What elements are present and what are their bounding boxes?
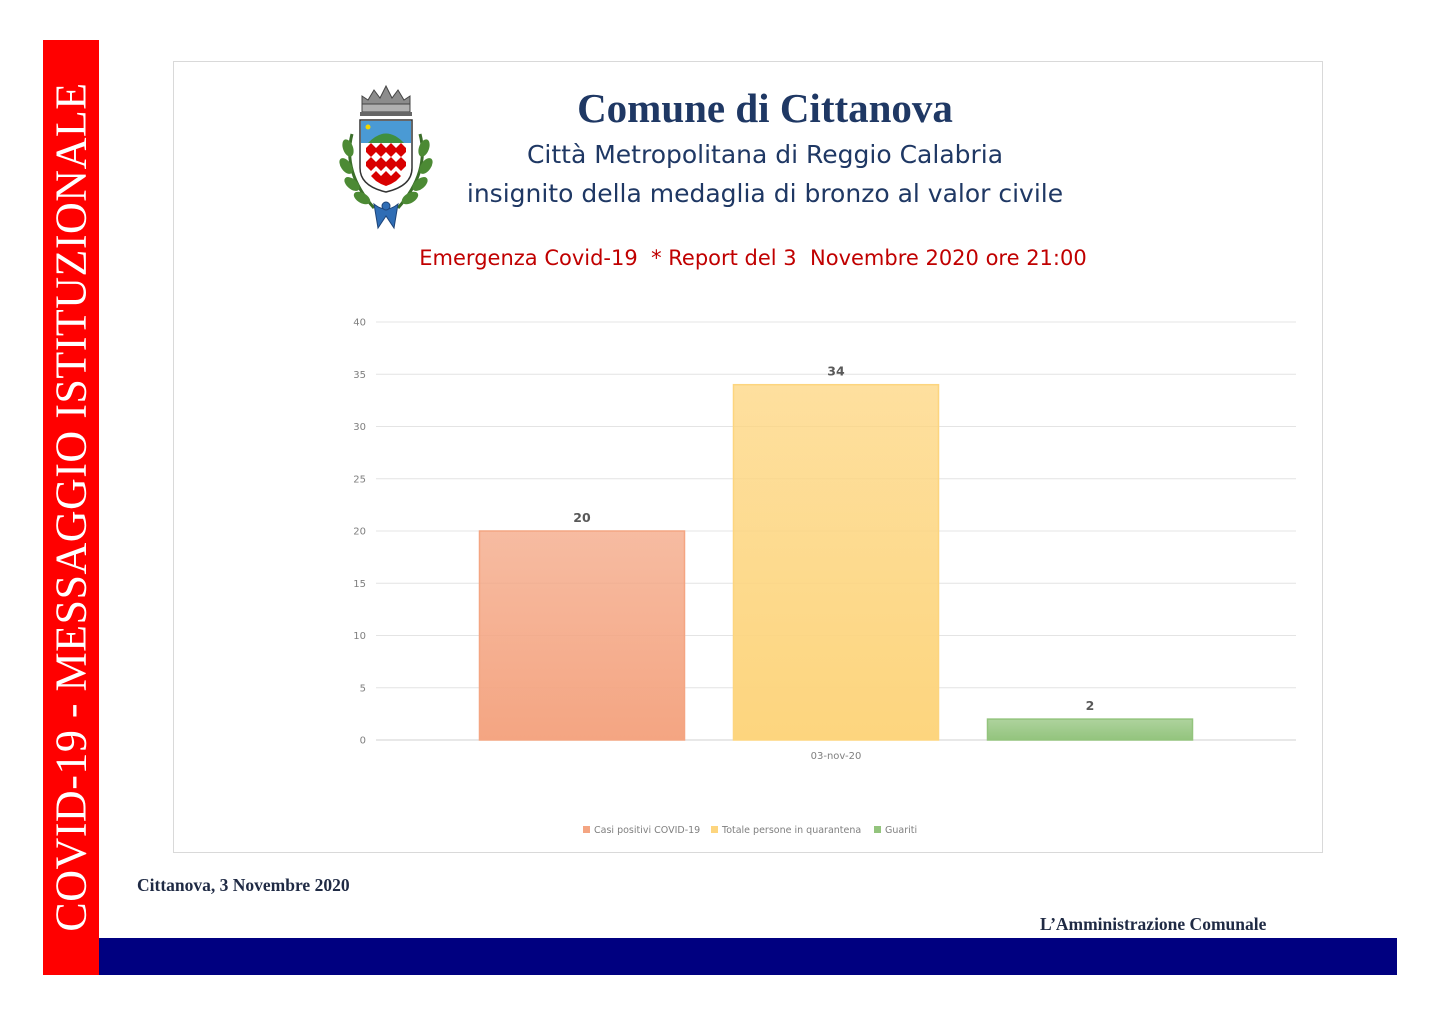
bar-chart: 0 5 10 15 20 25 30 35 40 20 34 2 03-nov-20 Casi posit… — [353, 318, 1296, 836]
bar — [732, 383, 940, 741]
sidebar-banner-text: COVID-19 - MESSAGGIO ISTITUZIONALE — [46, 82, 96, 932]
sidebar-banner — [43, 40, 99, 975]
y-tick-label: 10 — [353, 631, 366, 642]
data-label: 2 — [1086, 698, 1095, 713]
coat-of-arms-icon — [339, 84, 433, 230]
x-tick-label: 03-nov-20 — [811, 751, 862, 762]
y-tick-label: 0 — [360, 736, 366, 747]
y-tick-label: 25 — [353, 474, 366, 485]
y-tick-label: 40 — [353, 318, 366, 329]
page-subtitle-2: insignito della medaglia di bronzo al va… — [466, 179, 1064, 208]
footer-signature: L’Amministrazione Comunale — [1040, 914, 1267, 934]
data-label: 20 — [573, 510, 591, 525]
data-label: 34 — [827, 364, 845, 379]
legend-label: Casi positivi COVID-19 — [594, 825, 700, 836]
legend-label: Guariti — [885, 825, 917, 836]
report-heading: Emergenza Covid-19 * Report del 3 Novemb… — [419, 246, 1087, 270]
y-tick-label: 35 — [353, 370, 366, 381]
bar — [478, 530, 686, 741]
bar — [986, 718, 1194, 741]
legend-swatch — [874, 826, 881, 833]
legend-swatch — [583, 826, 590, 833]
page-subtitle: Città Metropolitana di Reggio Calabria — [526, 140, 1004, 169]
page-title: Comune di Cittanova — [577, 85, 953, 131]
legend-label: Totale persone in quarantena — [721, 825, 861, 836]
footer-bar — [99, 938, 1397, 975]
y-tick-label: 30 — [353, 422, 366, 433]
y-tick-label: 15 — [353, 579, 366, 590]
legend-swatch — [711, 826, 718, 833]
y-tick-label: 20 — [353, 527, 366, 538]
y-tick-label: 5 — [360, 683, 366, 694]
footer-date: Cittanova, 3 Novembre 2020 — [137, 875, 350, 895]
